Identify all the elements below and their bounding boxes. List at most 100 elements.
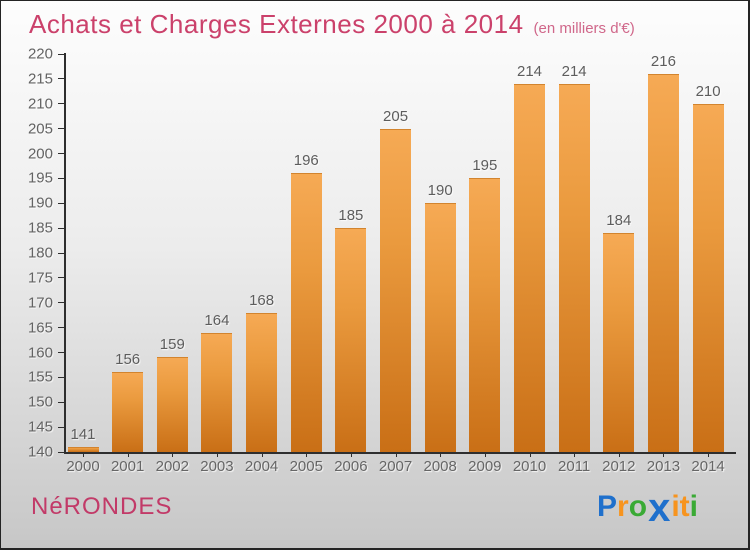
x-axis-tick <box>350 452 352 457</box>
x-axis-tick <box>529 452 531 457</box>
x-axis-label: 2000 <box>66 458 100 475</box>
x-axis-tick <box>663 452 665 457</box>
x-axis-label: 2008 <box>423 458 457 475</box>
y-axis-label: 205 <box>27 120 53 138</box>
y-axis-label: 140 <box>27 443 53 461</box>
bar-value-label: 159 <box>159 336 185 354</box>
bar-value-label: 185 <box>338 207 364 225</box>
y-axis-tick <box>58 153 66 154</box>
x-axis-tick <box>618 452 620 457</box>
bar-value-label: 190 <box>427 182 453 200</box>
y-axis-label: 155 <box>27 368 53 386</box>
x-axis-tick <box>708 452 710 457</box>
x-axis-label: 2013 <box>646 458 681 475</box>
y-axis-tick <box>58 202 66 204</box>
y-axis-tick <box>58 426 66 428</box>
x-axis-label: 2002 <box>155 458 189 475</box>
x-axis-label: 2010 <box>512 458 547 475</box>
y-axis-label: 170 <box>27 294 53 312</box>
bar-value-label: 216 <box>650 52 676 70</box>
chart-subtitle: (en milliers d'€) <box>533 20 635 37</box>
y-axis-label: 220 <box>27 45 53 63</box>
x-axis-tick <box>306 452 308 457</box>
plot-area: 140 145 150 155 160 165 170 175 180 185 190 195 200 2… <box>28 46 736 475</box>
bar-value-label: 214 <box>561 62 587 80</box>
x-axis-line <box>64 452 736 454</box>
proxiti-logo-letter: x <box>648 486 671 530</box>
bar-2013 <box>647 73 679 452</box>
y-axis-tick <box>58 277 66 279</box>
y-axis-label: 150 <box>27 393 53 411</box>
proxiti-logo-letter: t <box>679 490 690 523</box>
y-axis-tick <box>58 103 66 105</box>
y-axis-tick <box>58 53 66 55</box>
bar-2011 <box>558 83 590 452</box>
chart-title: Achats et Charges Externes 2000 à 2014 <box>29 9 524 39</box>
proxiti-logo-letter: o <box>628 490 648 523</box>
y-axis-label: 195 <box>27 169 53 187</box>
y-axis-tick <box>58 252 66 254</box>
y-axis-tick <box>58 327 66 329</box>
bar-value-label: 141 <box>70 426 96 444</box>
bar-2010 <box>514 83 545 452</box>
bar-2008 <box>424 203 456 452</box>
x-axis-label: 2009 <box>468 458 502 475</box>
bar-value-label: 156 <box>115 351 141 369</box>
bar-2006 <box>335 228 367 452</box>
bar-value-label: 184 <box>606 212 632 230</box>
proxiti-logo-letter: i <box>671 490 680 523</box>
y-axis-label: 145 <box>27 418 53 436</box>
bar-value-label: 214 <box>516 62 543 80</box>
bar-value-label: 195 <box>472 157 498 175</box>
x-axis-tick <box>83 452 84 457</box>
x-axis-tick <box>172 452 174 457</box>
x-axis-tick <box>216 452 218 457</box>
bar-value-label: 205 <box>383 107 409 125</box>
y-axis-label: 210 <box>27 95 53 113</box>
proxiti-logo: Proxiti <box>597 486 698 530</box>
bar-2007 <box>380 128 412 452</box>
y-axis-tick <box>58 451 66 453</box>
y-axis-tick <box>58 401 66 403</box>
y-axis-tick <box>58 302 66 304</box>
y-axis-tick <box>58 78 66 80</box>
y-axis-label: 200 <box>27 145 53 162</box>
bar-2014 <box>692 103 724 452</box>
x-axis-tick <box>127 452 129 457</box>
bar-2012 <box>603 233 635 452</box>
bar-value-label: 164 <box>204 311 230 329</box>
bar-2000 <box>67 447 99 452</box>
bar-value-label: 168 <box>249 291 275 309</box>
x-axis-label: 2011 <box>558 458 591 475</box>
x-axis-tick <box>484 452 486 457</box>
bar-2003 <box>201 332 233 452</box>
bar-2005 <box>290 173 322 452</box>
y-axis-tick <box>58 227 66 229</box>
x-axis-tick <box>395 452 397 457</box>
x-axis-label: 2005 <box>289 458 323 475</box>
y-axis-tick <box>58 177 66 179</box>
bar-2009 <box>469 178 501 452</box>
x-axis-label: 2004 <box>244 458 279 475</box>
y-axis-label: 185 <box>27 219 53 237</box>
y-axis-label: 180 <box>27 244 53 262</box>
x-axis-label: 2001 <box>110 458 145 475</box>
y-axis-label: 160 <box>27 344 53 361</box>
y-axis-label: 175 <box>27 269 53 287</box>
bar-2001 <box>112 372 144 452</box>
y-axis-tick <box>58 128 66 130</box>
y-axis-tick <box>58 352 66 353</box>
y-axis-label: 215 <box>27 70 53 88</box>
x-axis-label: 2012 <box>602 458 636 475</box>
x-axis-label: 2014 <box>691 458 725 475</box>
proxiti-logo-letter: r <box>617 490 629 523</box>
x-axis-tick <box>574 452 576 457</box>
y-axis-label: 190 <box>27 194 53 212</box>
y-axis-label: 165 <box>27 319 53 337</box>
chart-header: Achats et Charges Externes 2000 à 2014 (e… <box>29 9 635 40</box>
location-label: NéRONDES <box>31 493 173 520</box>
x-axis-label: 2006 <box>334 458 368 475</box>
x-axis-label: 2003 <box>200 458 234 475</box>
x-axis-label: 2007 <box>378 458 413 475</box>
